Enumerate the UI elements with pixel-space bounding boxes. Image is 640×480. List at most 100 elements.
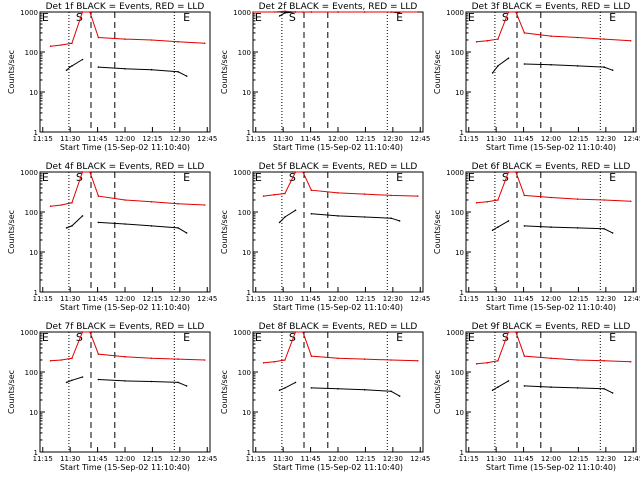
data-point xyxy=(284,216,286,218)
series-line-lld xyxy=(263,171,418,197)
marker-label: E xyxy=(42,331,49,344)
data-point xyxy=(284,387,286,389)
y-tick-label: 10 xyxy=(455,409,464,417)
data-point xyxy=(273,11,276,13)
data-point xyxy=(515,171,517,173)
plot-frame xyxy=(252,331,424,453)
chart-panel-5: Det 5f BLACK = Events, RED = LLD 1 10 100 10… xyxy=(220,162,430,312)
y-tick-label: 10 xyxy=(242,249,251,257)
x-tick-label: 12:45 xyxy=(197,135,217,143)
data-point xyxy=(475,41,478,43)
y-tick-label: 1000 xyxy=(20,329,38,337)
marker-label: E xyxy=(255,171,262,184)
data-point xyxy=(124,199,126,201)
data-point xyxy=(603,66,605,68)
y-tick-label: 1 xyxy=(34,289,38,297)
data-point xyxy=(416,195,419,197)
data-point xyxy=(550,64,552,66)
y-tick-label: 1 xyxy=(247,449,251,457)
marker-label: S xyxy=(76,331,83,344)
data-point xyxy=(150,68,153,71)
y-tick-label: 1000 xyxy=(20,9,38,17)
data-point xyxy=(507,331,510,333)
x-tick-label: 11:30 xyxy=(486,455,506,463)
x-tick-label: 11:15 xyxy=(246,455,266,463)
series-line-lld xyxy=(50,11,205,47)
y-tick-label: 1 xyxy=(460,449,464,457)
y-tick-label: 1000 xyxy=(446,329,464,337)
y-tick-label: 10 xyxy=(29,89,38,97)
marker-label: E xyxy=(183,171,190,184)
y-tick-label: 1 xyxy=(34,449,38,457)
data-point xyxy=(507,11,510,13)
data-point xyxy=(507,220,510,222)
data-point xyxy=(49,45,52,47)
data-point xyxy=(497,65,499,67)
x-axis-label: Start Time (15-Sep-02 11:10:40) xyxy=(486,303,616,312)
y-axis-label: Counts/sec xyxy=(7,210,16,254)
data-point xyxy=(71,65,73,67)
chart-title: Det 9f BLACK = Events, RED = LLD xyxy=(472,322,631,332)
data-point xyxy=(60,204,63,206)
series-line-events xyxy=(492,380,613,394)
data-point xyxy=(97,221,100,224)
series-line-events xyxy=(279,11,400,17)
data-point xyxy=(398,220,401,222)
data-point xyxy=(515,331,517,333)
x-tick-label: 12:15 xyxy=(568,295,588,303)
x-tick-label: 11:15 xyxy=(33,455,53,463)
marker-label: S xyxy=(502,331,509,344)
y-tick-label: 100 xyxy=(451,209,464,217)
x-tick-label: 12:00 xyxy=(328,455,348,463)
y-tick-label: 100 xyxy=(451,369,464,377)
data-point xyxy=(337,357,339,360)
x-tick-label: 12:30 xyxy=(383,135,403,143)
data-point xyxy=(185,385,188,387)
y-axis-label: Counts/sec xyxy=(220,210,229,254)
x-tick-label: 11:30 xyxy=(273,455,293,463)
x-tick-label: 11:45 xyxy=(300,455,320,463)
x-tick-label: 12:15 xyxy=(355,295,375,303)
x-tick-label: 11:30 xyxy=(60,135,80,143)
data-point xyxy=(576,387,579,389)
data-point xyxy=(150,357,153,360)
data-point xyxy=(177,381,179,384)
data-point xyxy=(507,380,510,382)
data-point xyxy=(629,361,632,363)
y-tick-label: 100 xyxy=(25,49,38,57)
data-point xyxy=(523,194,526,197)
data-point xyxy=(629,200,632,203)
series-line-events xyxy=(492,220,613,234)
data-point xyxy=(497,360,499,362)
data-point xyxy=(550,357,552,360)
data-point xyxy=(89,171,91,173)
data-point xyxy=(284,12,286,14)
y-tick-label: 10 xyxy=(242,89,251,97)
x-axis-label: Start Time (15-Sep-02 11:10:40) xyxy=(486,143,616,152)
data-point xyxy=(491,229,494,231)
y-tick-label: 1000 xyxy=(446,9,464,17)
y-tick-label: 100 xyxy=(238,369,251,377)
y-axis-label: Counts/sec xyxy=(433,370,442,414)
data-point xyxy=(203,42,206,45)
plot-frame xyxy=(252,11,424,133)
data-point xyxy=(124,38,126,40)
x-tick-label: 12:45 xyxy=(197,295,217,303)
x-tick-label: 11:45 xyxy=(513,135,533,143)
data-point xyxy=(81,171,84,173)
data-point xyxy=(81,376,84,378)
data-point xyxy=(603,360,605,362)
data-point xyxy=(491,72,494,74)
marker-label: S xyxy=(289,331,296,344)
data-point xyxy=(60,44,63,46)
x-tick-label: 12:30 xyxy=(596,295,616,303)
x-tick-label: 12:30 xyxy=(596,455,616,463)
data-point xyxy=(71,225,73,227)
data-point xyxy=(81,215,84,217)
data-point xyxy=(203,204,206,206)
data-point xyxy=(475,202,478,204)
data-point xyxy=(302,331,304,333)
plot-frame xyxy=(465,11,637,133)
marker-label: E xyxy=(255,11,262,24)
x-tick-label: 12:45 xyxy=(197,455,217,463)
